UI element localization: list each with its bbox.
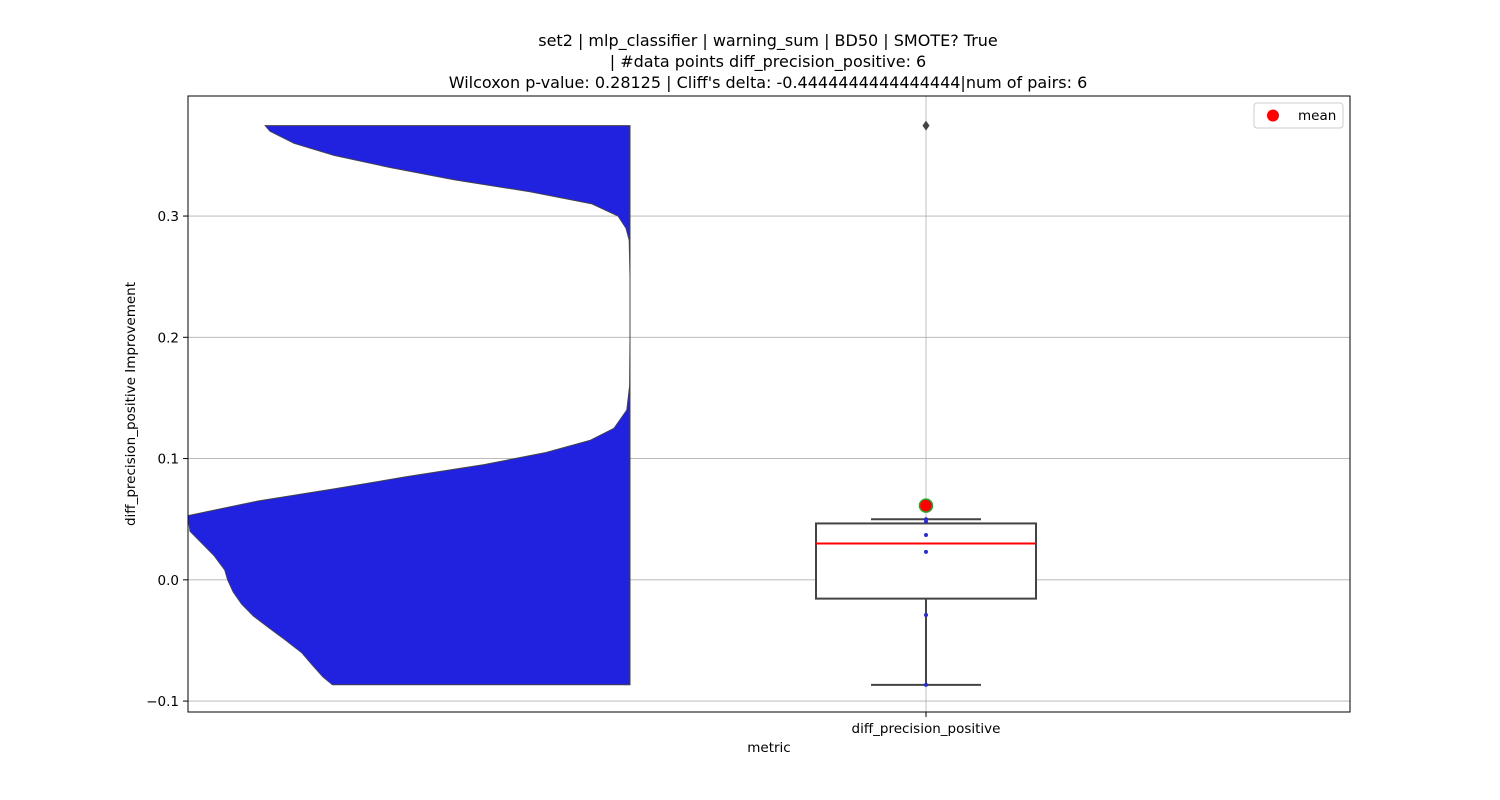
outlier-marker bbox=[922, 120, 930, 131]
chart-title-line-3: Wilcoxon p-value: 0.28125 | Cliff's delt… bbox=[449, 73, 1088, 92]
legend-mean-marker bbox=[1267, 109, 1279, 122]
y-axis-label: diff_precision_positive Improvement bbox=[123, 282, 139, 526]
violin-plot bbox=[187, 125, 631, 686]
x-axis-label: metric bbox=[747, 740, 790, 756]
y-tick-label: 0.3 bbox=[158, 209, 179, 225]
data-point bbox=[924, 519, 928, 524]
y-tick-label: −0.1 bbox=[146, 694, 179, 710]
legend-frame bbox=[1253, 102, 1344, 129]
chart-title-line-2: | #data points diff_precision_positive: … bbox=[610, 52, 926, 72]
plot-frame bbox=[187, 95, 1351, 713]
y-tick-label: 0.2 bbox=[158, 330, 179, 346]
data-points bbox=[918, 498, 934, 687]
y-tick-label: 0.0 bbox=[158, 573, 179, 589]
legend: mean bbox=[1253, 102, 1344, 129]
violin-body bbox=[187, 125, 631, 686]
data-point bbox=[924, 549, 928, 554]
y-axis-ticks: −0.1 0.0 0.1 0.2 0.3 bbox=[146, 209, 188, 710]
mean-marker bbox=[918, 498, 934, 513]
x-tick-label: diff_precision_positive bbox=[852, 721, 1001, 737]
data-point bbox=[924, 612, 928, 617]
data-point bbox=[924, 682, 928, 687]
y-tick-label: 0.1 bbox=[158, 452, 179, 468]
chart-title-line-1: set2 | mlp_classifier | warning_sum | BD… bbox=[538, 31, 998, 51]
x-axis-ticks: diff_precision_positive bbox=[852, 712, 1001, 737]
legend-mean-label: mean bbox=[1298, 108, 1336, 124]
data-point bbox=[924, 532, 928, 537]
